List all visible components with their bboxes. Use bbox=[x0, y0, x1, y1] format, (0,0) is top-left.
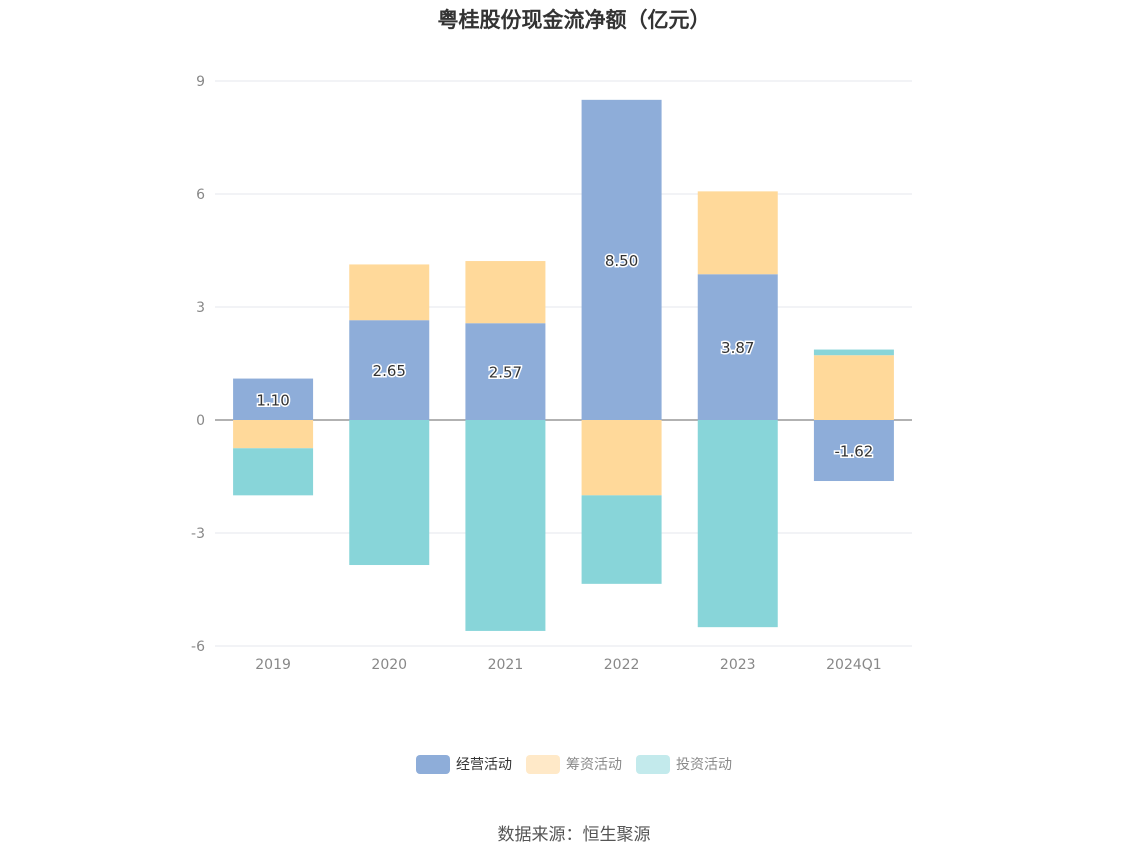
y-tick-label: 9 bbox=[196, 74, 205, 90]
legend-item-financing[interactable]: 筹资活动 bbox=[526, 754, 622, 774]
bar-segment bbox=[813, 420, 894, 482]
y-tick-label: -3 bbox=[191, 526, 205, 542]
bar-segment bbox=[697, 191, 778, 275]
chart-title: 粤桂股份现金流净额（亿元） bbox=[437, 8, 711, 32]
x-tick-label: 2020 bbox=[371, 657, 407, 673]
bar-segment bbox=[233, 420, 314, 449]
legend: 经营活动 筹资活动 投资活动 bbox=[0, 754, 1148, 774]
bar-segment bbox=[581, 99, 662, 420]
legend-label-operating: 经营活动 bbox=[456, 757, 512, 773]
bar-segment bbox=[697, 420, 778, 628]
bar-segment bbox=[465, 323, 546, 420]
bar-segment bbox=[697, 274, 778, 420]
data-label: 2.57 bbox=[489, 364, 522, 382]
x-tick-label: 2019 bbox=[255, 657, 291, 673]
bar-segment bbox=[465, 261, 546, 324]
y-tick-label: 6 bbox=[196, 187, 205, 203]
bar-segment bbox=[813, 349, 894, 356]
legend-item-investing[interactable]: 投资活动 bbox=[636, 754, 732, 774]
bar-segment bbox=[813, 355, 894, 420]
data-label: 1.10 bbox=[256, 391, 289, 409]
y-tick-label: 3 bbox=[196, 300, 205, 316]
bar-segment bbox=[465, 420, 546, 631]
bar-segment bbox=[233, 378, 314, 420]
x-tick-label: 2024Q1 bbox=[826, 657, 882, 673]
y-tick-label: 0 bbox=[196, 413, 205, 429]
y-tick-label: -6 bbox=[191, 639, 205, 655]
data-label: 8.50 bbox=[605, 252, 638, 270]
bar-segment bbox=[349, 420, 430, 566]
bar-segment bbox=[233, 448, 314, 496]
x-tick-label: 2022 bbox=[604, 657, 640, 673]
data-source: 数据来源：恒生聚源 bbox=[497, 825, 651, 845]
legend-swatch-operating bbox=[416, 754, 450, 774]
data-label: 2.65 bbox=[373, 362, 406, 380]
bar-segment bbox=[349, 264, 430, 321]
legend-swatch-investing bbox=[636, 754, 670, 774]
data-label: -1.62 bbox=[835, 443, 874, 461]
data-label: 3.87 bbox=[721, 339, 754, 357]
bar-segment bbox=[581, 495, 662, 584]
legend-item-operating[interactable]: 经营活动 bbox=[416, 754, 512, 774]
bar-segment bbox=[349, 320, 430, 420]
legend-swatch-financing bbox=[526, 754, 560, 774]
legend-label-financing: 筹资活动 bbox=[566, 757, 622, 773]
x-tick-label: 2023 bbox=[720, 657, 756, 673]
legend-label-investing: 投资活动 bbox=[676, 757, 732, 773]
bar-segment bbox=[581, 420, 662, 496]
x-tick-label: 2021 bbox=[488, 657, 524, 673]
